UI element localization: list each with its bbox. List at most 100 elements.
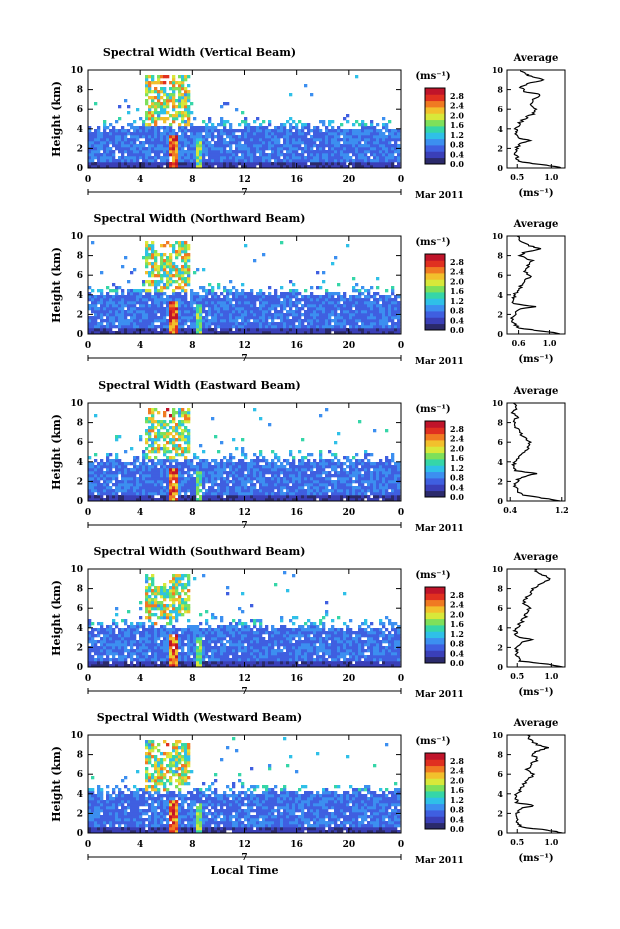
colorbar-swatch	[425, 107, 445, 114]
colorbar-swatch	[425, 88, 445, 95]
colorbar-tick-label: 2.4	[450, 766, 464, 776]
colorbar-frame	[424, 586, 446, 664]
colorbar-tick-label: 2.4	[450, 267, 464, 277]
colorbar-tick-label: 2.8	[450, 756, 464, 766]
colorbar-tick-label: 0.8	[450, 306, 464, 316]
average-y-tick-label: 0	[497, 329, 503, 339]
x-tick-label: 4	[137, 840, 143, 850]
average-y-tick-label: 8	[497, 251, 503, 261]
colorbar-swatch	[425, 292, 445, 299]
average-y-tick-label: 6	[497, 437, 503, 447]
colorbar-swatch	[425, 816, 445, 824]
x-tick-label: 12	[238, 508, 251, 518]
colorbar-swatch	[425, 803, 445, 811]
average-y-tick-label: 2	[497, 143, 503, 153]
y-tick-label: 0	[77, 330, 83, 340]
panel-4: Spectral Width (Westward Beam) Height (km…	[50, 711, 566, 877]
colorbar-tick-label: 0.0	[450, 325, 464, 335]
x-tick-label: 16	[290, 674, 303, 684]
colorbar-swatch	[425, 606, 445, 613]
y-tick-label: 8	[77, 585, 83, 595]
colorbar-swatch	[425, 644, 445, 651]
panel-title: Spectral Width (Westward Beam)	[97, 711, 302, 724]
y-axis-label: Height (km)	[50, 414, 63, 490]
y-tick-label: 10	[70, 731, 83, 741]
x-tick-label: 20	[343, 674, 356, 684]
date-tick-label: 7	[241, 853, 247, 863]
average-x-tick-label: 1.0	[544, 837, 558, 847]
colorbar-swatch	[425, 490, 445, 498]
panel-3: Spectral Width (Southward Beam) Height (k…	[50, 545, 566, 700]
colorbar-swatch	[425, 484, 445, 492]
x-tick-label: 8	[189, 508, 195, 518]
colorbar-swatch	[425, 625, 445, 632]
y-tick-label: 2	[77, 310, 83, 320]
colorbar-swatch	[425, 478, 445, 485]
colorbar-swatch	[425, 446, 445, 454]
average-x-label: (ms⁻¹)	[518, 354, 553, 365]
colorbar-swatch	[425, 753, 445, 760]
average-x-tick-label: 0.6	[512, 338, 526, 348]
x-tick-label: 0	[398, 508, 404, 518]
y-tick-label: 6	[77, 105, 83, 115]
colorbar-tick-label: 1.2	[450, 629, 464, 639]
average-y-tick-label: 10	[492, 231, 504, 241]
average-y-tick-label: 8	[497, 584, 503, 594]
colorbar-unit: (ms⁻¹)	[415, 570, 450, 581]
average-profile-line	[513, 70, 562, 169]
x-tick-label: 16	[290, 508, 303, 518]
y-axis-label: Height (km)	[50, 247, 63, 323]
colorbar-tick-label: 1.2	[450, 795, 464, 805]
x-tick-label: 0	[398, 341, 404, 351]
average-x-tick-label: 0.5	[510, 837, 524, 847]
colorbar-tick-label: 0.0	[450, 159, 464, 169]
date-tick-label: 7	[241, 354, 247, 364]
x-tick-label: 20	[343, 508, 356, 518]
colorbar-unit: (ms⁻¹)	[415, 736, 450, 747]
colorbar-tick-label: 0.8	[450, 140, 464, 150]
colorbar-tick-label: 0.4	[450, 648, 464, 658]
date-label: Mar 2011	[415, 856, 464, 866]
average-x-label: (ms⁻¹)	[518, 687, 553, 698]
colorbar-swatch	[425, 323, 445, 331]
heatmap-cells	[88, 75, 401, 169]
y-tick-label: 10	[70, 232, 83, 242]
colorbar-swatch	[425, 138, 445, 146]
colorbar-tick-label: 2.0	[450, 443, 464, 453]
y-tick-label: 4	[77, 125, 83, 135]
x-tick-label: 12	[238, 840, 251, 850]
average-y-tick-label: 6	[497, 270, 503, 280]
average-x-tick-label: 0.5	[510, 172, 524, 182]
x-tick-label: 0	[398, 674, 404, 684]
y-tick-label: 4	[77, 790, 83, 800]
colorbar-swatch	[425, 822, 445, 830]
date-tick-label: 7	[241, 687, 247, 697]
colorbar-tick-label: 1.6	[450, 453, 464, 463]
colorbar-tick-label: 2.4	[450, 600, 464, 610]
average-profile-line	[510, 402, 561, 502]
average-frame	[506, 734, 566, 834]
x-tick-label: 20	[343, 341, 356, 351]
average-y-tick-label: 10	[492, 730, 504, 740]
date-tick-label: 7	[241, 521, 247, 531]
colorbar-tick-label: 0.8	[450, 473, 464, 483]
panel-1: Spectral Width (Northward Beam) Height (k…	[50, 212, 566, 367]
x-tick-label: 0	[398, 840, 404, 850]
average-y-tick-label: 4	[497, 623, 503, 633]
colorbar-swatch	[425, 427, 445, 435]
average-x-tick-label: 0.4	[503, 505, 517, 515]
colorbar-tick-label: 2.0	[450, 276, 464, 286]
date-tick-label: 7	[241, 188, 247, 198]
average-profile-line	[513, 734, 563, 834]
colorbar-frame	[424, 253, 446, 331]
colorbar-swatch	[425, 119, 445, 127]
panel-title: Spectral Width (Northward Beam)	[94, 212, 306, 225]
average-x-label: (ms⁻¹)	[518, 188, 553, 199]
y-tick-label: 6	[77, 604, 83, 614]
x-axis-label: Local Time	[211, 864, 279, 877]
colorbar-swatch	[425, 311, 445, 318]
average-y-tick-label: 4	[497, 124, 503, 134]
x-tick-label: 0	[85, 341, 91, 351]
x-tick-label: 8	[189, 674, 195, 684]
